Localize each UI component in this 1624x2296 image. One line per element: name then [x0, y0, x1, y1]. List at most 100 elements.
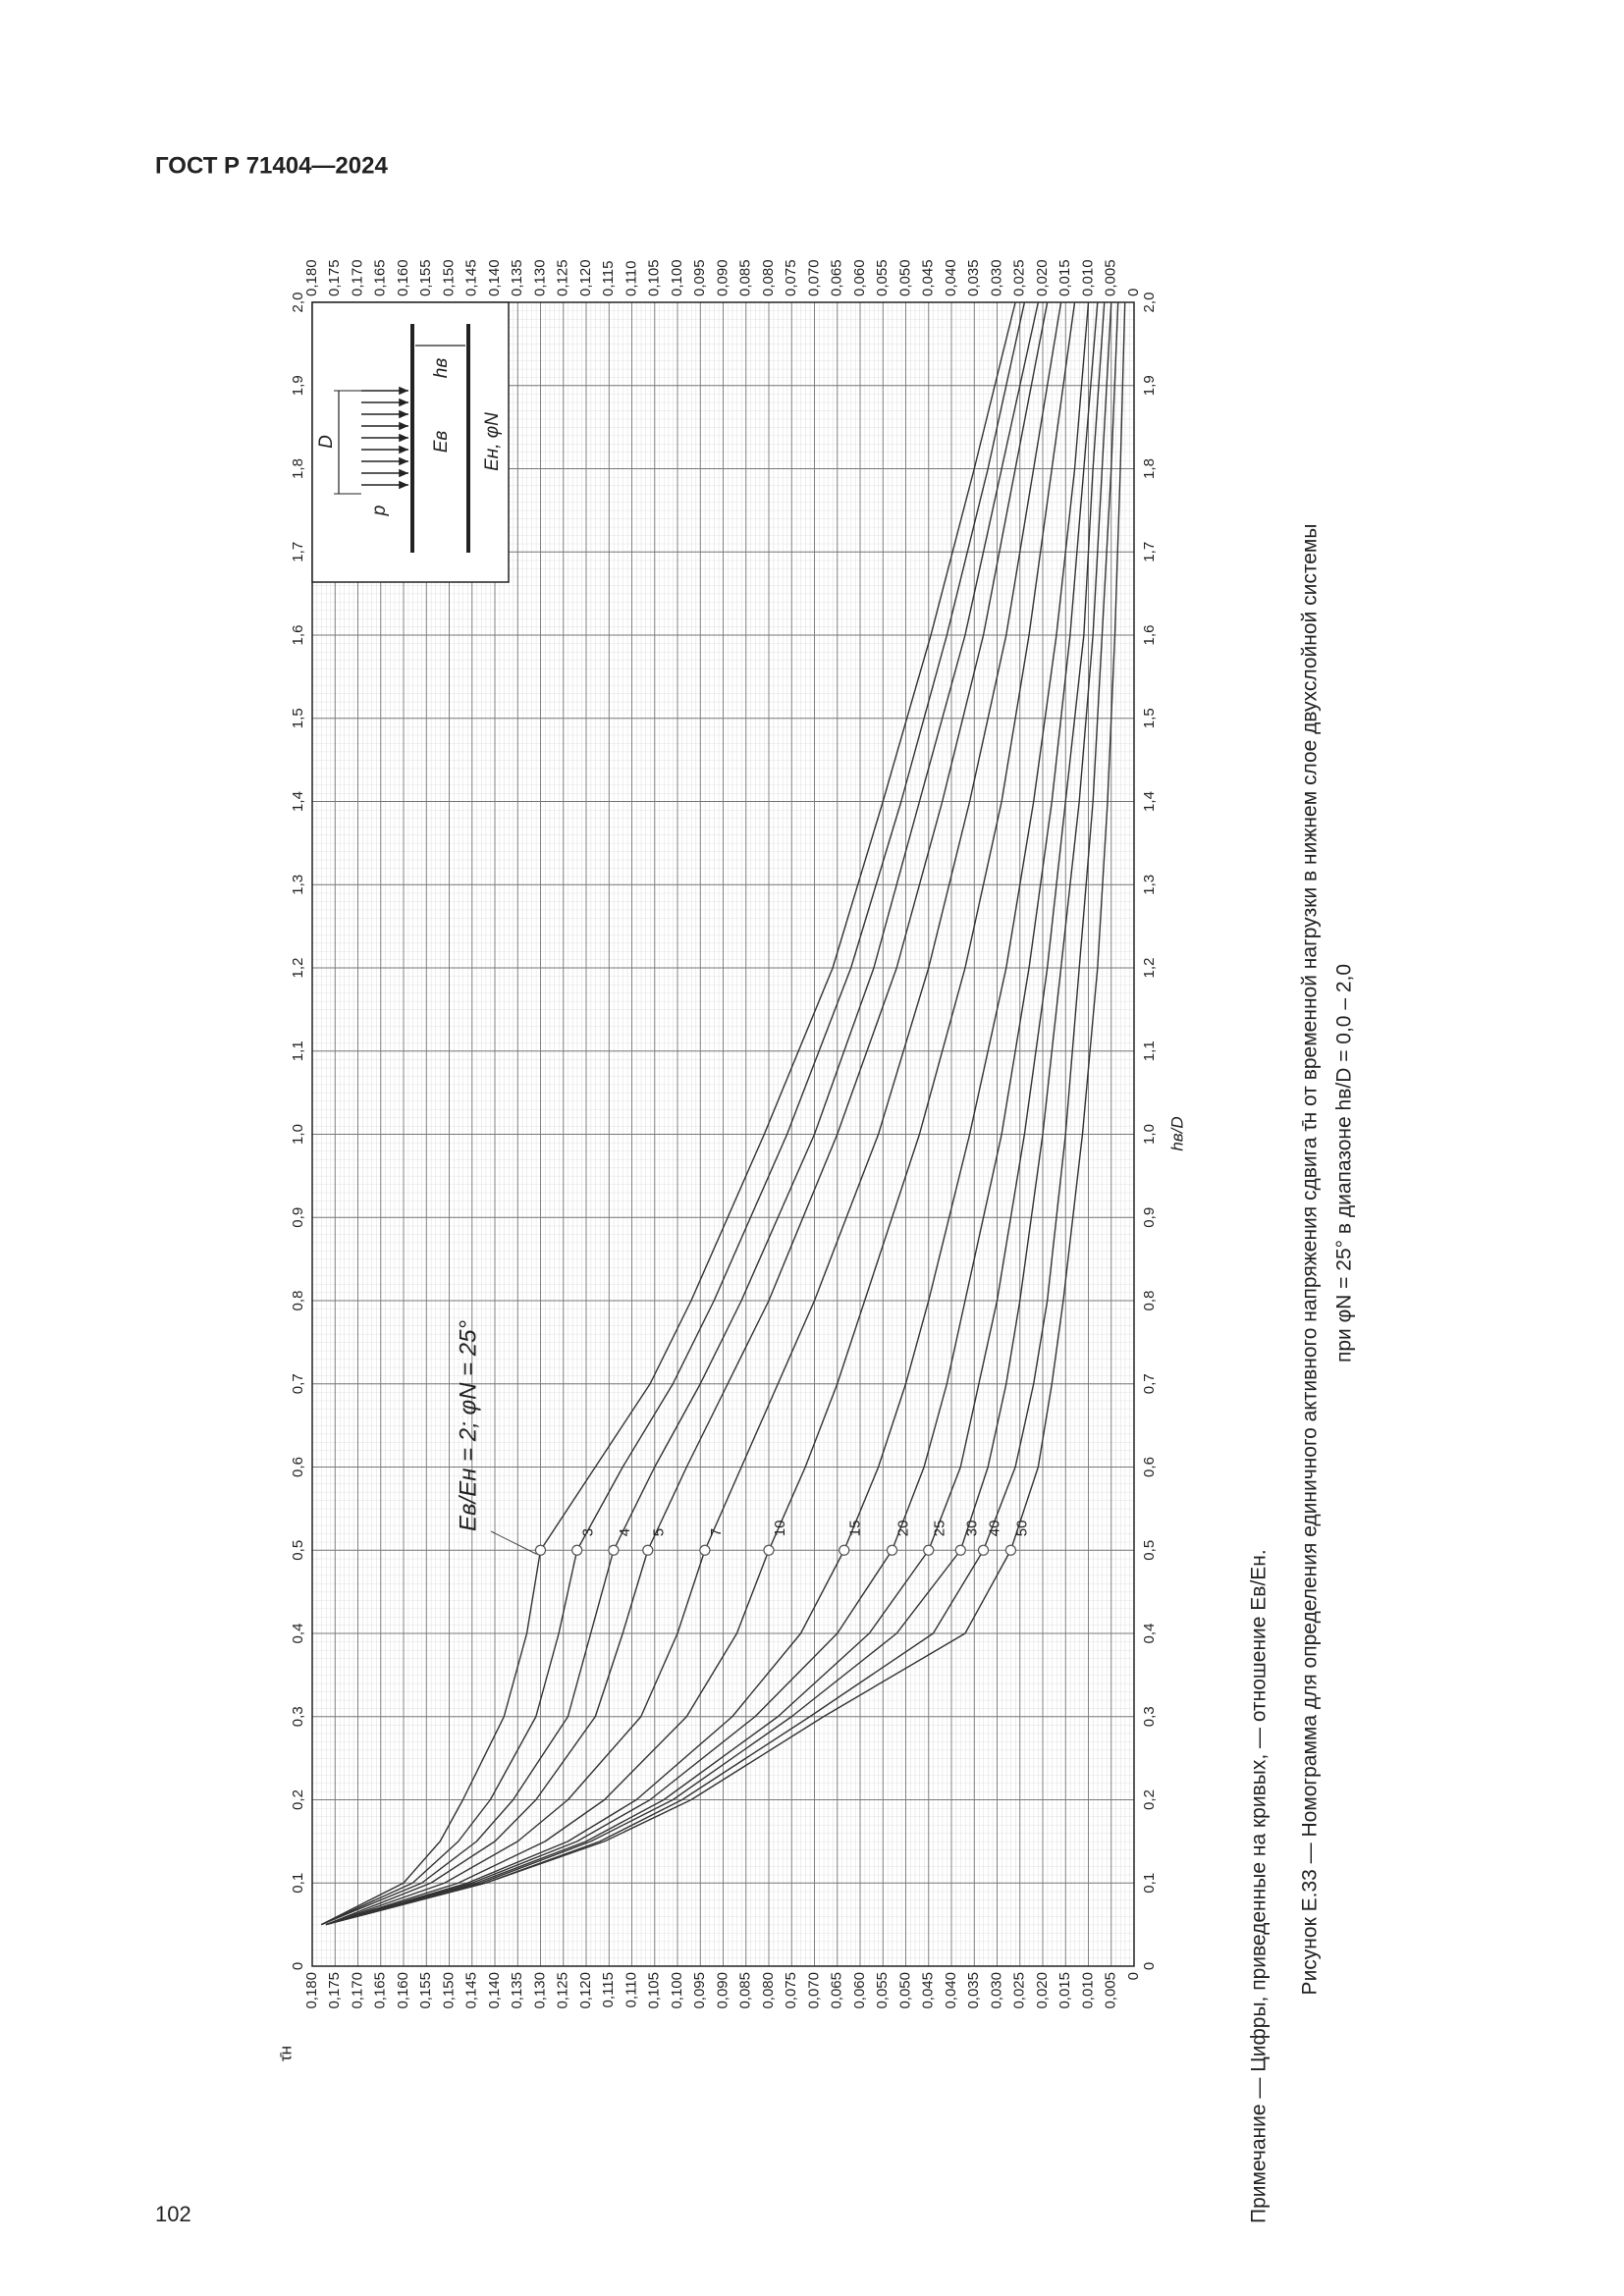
y-tick-label: 0: [1125, 289, 1142, 296]
y-tick-label: 0,015: [1056, 259, 1073, 296]
y-tick-label: 0,120: [577, 259, 594, 296]
curve: [325, 301, 1112, 1926]
y-tick-label: 0,095: [691, 259, 708, 296]
y-tick-label: 0,110: [623, 261, 639, 296]
chart: 0 0 0,1 0,1 0,2 0,2 0,3 0,3 0,4 0,4 0,5 0,5 0,6 0,6 0,…: [276, 259, 1186, 2061]
y-tick-label: 0,045: [920, 259, 937, 296]
y-tick-label: 0,125: [555, 1972, 571, 2009]
x-tick-label: 0,3: [1141, 1706, 1158, 1727]
x-tick-label: 0,5: [290, 1540, 306, 1561]
curve-label: 4: [617, 1528, 633, 1536]
y-tick-label: 0,155: [417, 259, 434, 296]
curve-label: 3: [580, 1528, 597, 1536]
curve: [325, 301, 1106, 1926]
note: Примечание — Цифры, приведенные на кривы…: [1248, 1549, 1271, 2223]
y-tick-label: 0,155: [417, 1972, 434, 2009]
y-tick-label: 0,100: [669, 1972, 685, 2009]
curve-point: [1004, 1544, 1017, 1556]
curve-point: [954, 1544, 966, 1556]
curve-point: [839, 1544, 850, 1556]
curve-point: [534, 1544, 547, 1556]
x-tick-label: 0,1: [1141, 1873, 1158, 1894]
x-tick-label: 0,4: [290, 1624, 306, 1644]
y-tick-label: 0,170: [349, 259, 365, 296]
y-tick-label: 0,075: [783, 1972, 799, 2009]
x-tick-label: 0,9: [1141, 1207, 1158, 1228]
y-tick-label: 0,130: [531, 1972, 548, 2009]
y-tick-label: 0: [1125, 1972, 1142, 1980]
y-tick-label: 0,095: [691, 1972, 708, 2009]
curve: [325, 301, 1062, 1926]
y-tick-label: 0,035: [965, 1972, 982, 2009]
curve-point: [886, 1544, 898, 1556]
x-tick-label: 0,4: [1141, 1624, 1158, 1644]
y-tick-label: 0,060: [851, 259, 868, 296]
x-tick-label: 1,6: [1141, 625, 1158, 646]
y-tick-label: 0,020: [1034, 259, 1051, 296]
y-tick-label: 0,135: [509, 259, 525, 296]
y-tick-label: 0,080: [760, 259, 777, 296]
x-axis-label: hв/D: [1167, 1116, 1186, 1150]
x-tick-label: 1,2: [290, 958, 306, 979]
y-tick-label: 0,090: [714, 1972, 731, 2009]
curve: [325, 301, 1090, 1926]
y-tick-label: 0,005: [1103, 1972, 1119, 2009]
curve-label: 40: [987, 1521, 1003, 1537]
y-tick-label: 0,065: [829, 1972, 845, 2009]
y-tick-label: 0,135: [509, 1972, 525, 2009]
x-tick-label: 1,0: [1141, 1124, 1158, 1145]
curve-point: [923, 1544, 935, 1556]
x-tick-label: 1,4: [1141, 791, 1158, 812]
plot-frame: [311, 301, 1135, 1967]
x-tick-label: 1,8: [1141, 458, 1158, 479]
x-tick-label: 1,0: [290, 1124, 306, 1145]
x-tick-label: 0,2: [290, 1789, 306, 1810]
x-tick-label: 1,5: [290, 708, 306, 728]
curve: [321, 301, 1026, 1926]
y-tick-label: 0,110: [623, 1972, 639, 2007]
x-tick-label: 2,0: [290, 293, 306, 313]
y-tick-label: 0,175: [326, 259, 343, 296]
y-tick-label: 0,145: [463, 259, 480, 296]
curve-label: 5: [651, 1528, 668, 1536]
x-tick-label: 1,5: [1141, 708, 1158, 728]
curve-point: [699, 1544, 711, 1556]
y-tick-label: 0,105: [646, 259, 663, 296]
curve-label: 20: [895, 1521, 912, 1537]
x-tick-label: 1,1: [1141, 1041, 1158, 1061]
curve-label: 30: [963, 1521, 980, 1537]
y-tick-label: 0,115: [600, 261, 617, 296]
y-axis-label: τ̄н: [276, 2046, 295, 2061]
curve-point: [977, 1544, 990, 1556]
y-tick-label: 0,015: [1056, 1972, 1073, 2009]
caption-line: при φN = 25° в диапазоне hв/D = 0,0 – 2,…: [1333, 964, 1356, 1362]
y-tick-label: 0,180: [303, 1972, 320, 2009]
x-tick-label: 1,3: [1141, 875, 1158, 895]
curve: [325, 301, 1119, 1926]
y-tick-label: 0,065: [829, 259, 845, 296]
curve-label: 50: [1013, 1521, 1030, 1537]
x-tick-label: 0,2: [1141, 1789, 1158, 1810]
y-tick-label: 0,140: [486, 259, 503, 296]
y-tick-label: 0,060: [851, 1972, 868, 2009]
inset-label: Eн, φN: [482, 412, 503, 471]
x-tick-label: 1,7: [290, 542, 306, 562]
curve: [320, 301, 1016, 1926]
y-tick-label: 0,175: [326, 1972, 343, 2009]
curve-label: 10: [772, 1521, 788, 1537]
x-tick-label: 1,7: [1141, 542, 1158, 562]
x-tick-label: 0,6: [1141, 1457, 1158, 1477]
y-tick-label: 0,010: [1079, 259, 1096, 296]
y-tick-label: 0,150: [440, 1972, 457, 2009]
y-tick-label: 0,105: [646, 1972, 663, 2009]
y-tick-label: 0,115: [600, 1972, 617, 2007]
inset-label: p: [369, 506, 390, 517]
curve: [325, 301, 1049, 1926]
x-tick-label: 1,4: [290, 791, 306, 812]
y-tick-label: 0,070: [805, 1972, 822, 2009]
y-tick-label: 0,150: [440, 259, 457, 296]
y-tick-label: 0,020: [1034, 1972, 1051, 2009]
x-tick-label: 0,5: [1141, 1540, 1158, 1561]
